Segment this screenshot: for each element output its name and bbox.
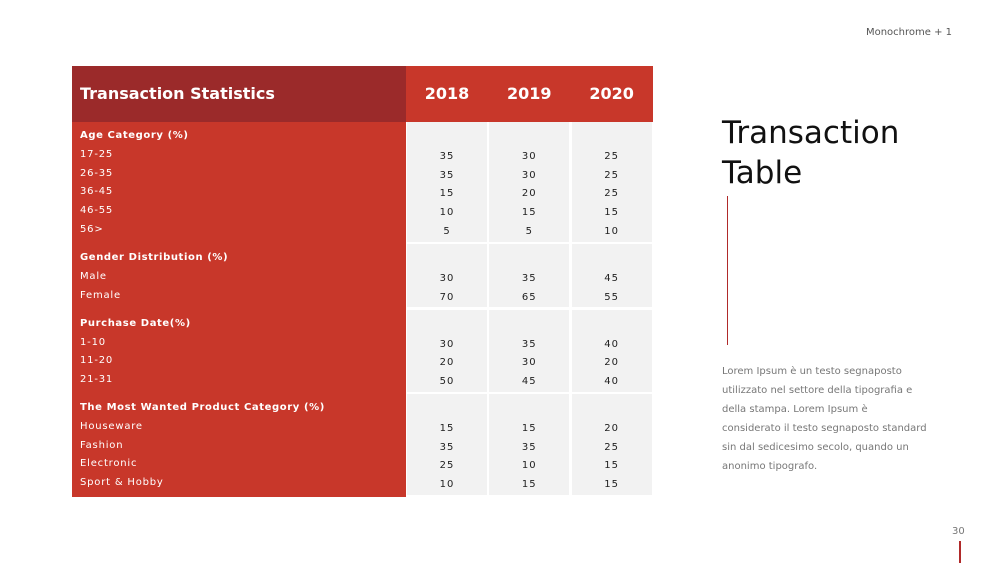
cell-bg [489,309,570,392]
row-label: 21-31 [80,373,114,385]
cell-bg [571,243,652,308]
cell-value: 5 [525,225,533,237]
cell-value: 25 [604,151,619,162]
cell-value: 35 [439,441,455,453]
year-header: 2019 [507,84,552,103]
cell-value: 25 [604,169,619,181]
cell-value: 45 [521,375,537,387]
cell-value: 30 [439,272,455,284]
cell-value: 15 [521,479,537,490]
cell-value: 10 [439,207,455,219]
page-number: 30 [952,526,965,537]
cell-value: 25 [604,441,619,453]
row-label: 26-35 [80,167,114,179]
row-label: 11-20 [80,355,114,367]
cell-bg [571,309,652,392]
table-title: Transaction Statistics [72,66,406,122]
section-heading: Age Category (%) [80,130,189,141]
cell-bg [407,309,487,392]
divider [727,196,728,345]
cell-value: 35 [439,151,455,162]
cell-value: 20 [521,188,537,200]
cell-value: 5 [443,225,451,237]
cell-bg [571,122,652,242]
cell-value: 30 [521,151,537,162]
cell-value: 45 [604,272,619,284]
cell-bg [489,393,570,495]
year-header: 2018 [424,84,470,103]
cell-bg [489,122,570,242]
section-heading: Gender Distribution (%) [80,251,229,263]
row-label: Houseware [80,420,143,432]
row-label: 56> [80,223,104,235]
row-label: Male [80,270,107,282]
cell-value: 25 [439,460,455,472]
cell-value: 35 [521,272,537,284]
cell-value: 10 [521,460,537,472]
page-bar [959,541,961,563]
cell-value: 35 [439,169,455,181]
cell-value: 15 [521,422,537,434]
header-tag: Monochrome + 1 [865,27,952,38]
section-heading: The Most Wanted Product Category (%) [80,401,325,413]
cell-value: 25 [604,188,619,200]
cell-value: 15 [604,479,619,490]
cell-value: 15 [439,422,455,434]
cell-value: 10 [439,479,455,490]
cell-value: 15 [604,460,619,472]
cell-value: 20 [604,422,619,434]
row-label: Fashion [80,439,124,451]
cell-value: 50 [439,375,455,387]
side-body: Lorem Ipsum è un testo segnaposto utiliz… [722,366,927,472]
cell-value: 15 [439,188,455,200]
cell-value: 55 [604,291,619,303]
cell-bg [489,243,570,308]
cell-value: 35 [521,441,537,453]
cell-value: 10 [604,225,619,237]
row-label: 46-55 [80,205,114,217]
row-label: Female [80,289,121,301]
cell-value: 15 [604,207,619,219]
cell-value: 15 [521,207,537,219]
label-column-bg [72,122,406,497]
row-label: Electronic [80,458,138,470]
cell-bg [571,393,652,495]
cell-bg [407,393,487,495]
cell-value: 20 [439,357,455,369]
cell-bg [407,122,487,242]
row-label: Sport & Hobby [80,477,164,488]
cell-value: 40 [604,375,619,387]
cell-value: 30 [521,169,537,181]
row-label: 36-45 [80,186,114,198]
cell-value: 40 [604,338,619,350]
table-header-bg [406,66,653,122]
section-heading: Purchase Date(%) [80,317,191,329]
cell-value: 70 [439,291,455,303]
cell-value: 30 [521,357,537,369]
year-header: 2020 [589,84,634,103]
row-label: 17-25 [80,149,114,160]
cell-bg [407,243,487,308]
cell-value: 65 [521,291,537,303]
row-label: 1-10 [80,336,106,348]
cell-value: 30 [439,338,455,350]
cell-value: 35 [521,338,537,350]
side-title: Transaction Table [722,115,900,191]
cell-value: 20 [604,357,619,369]
